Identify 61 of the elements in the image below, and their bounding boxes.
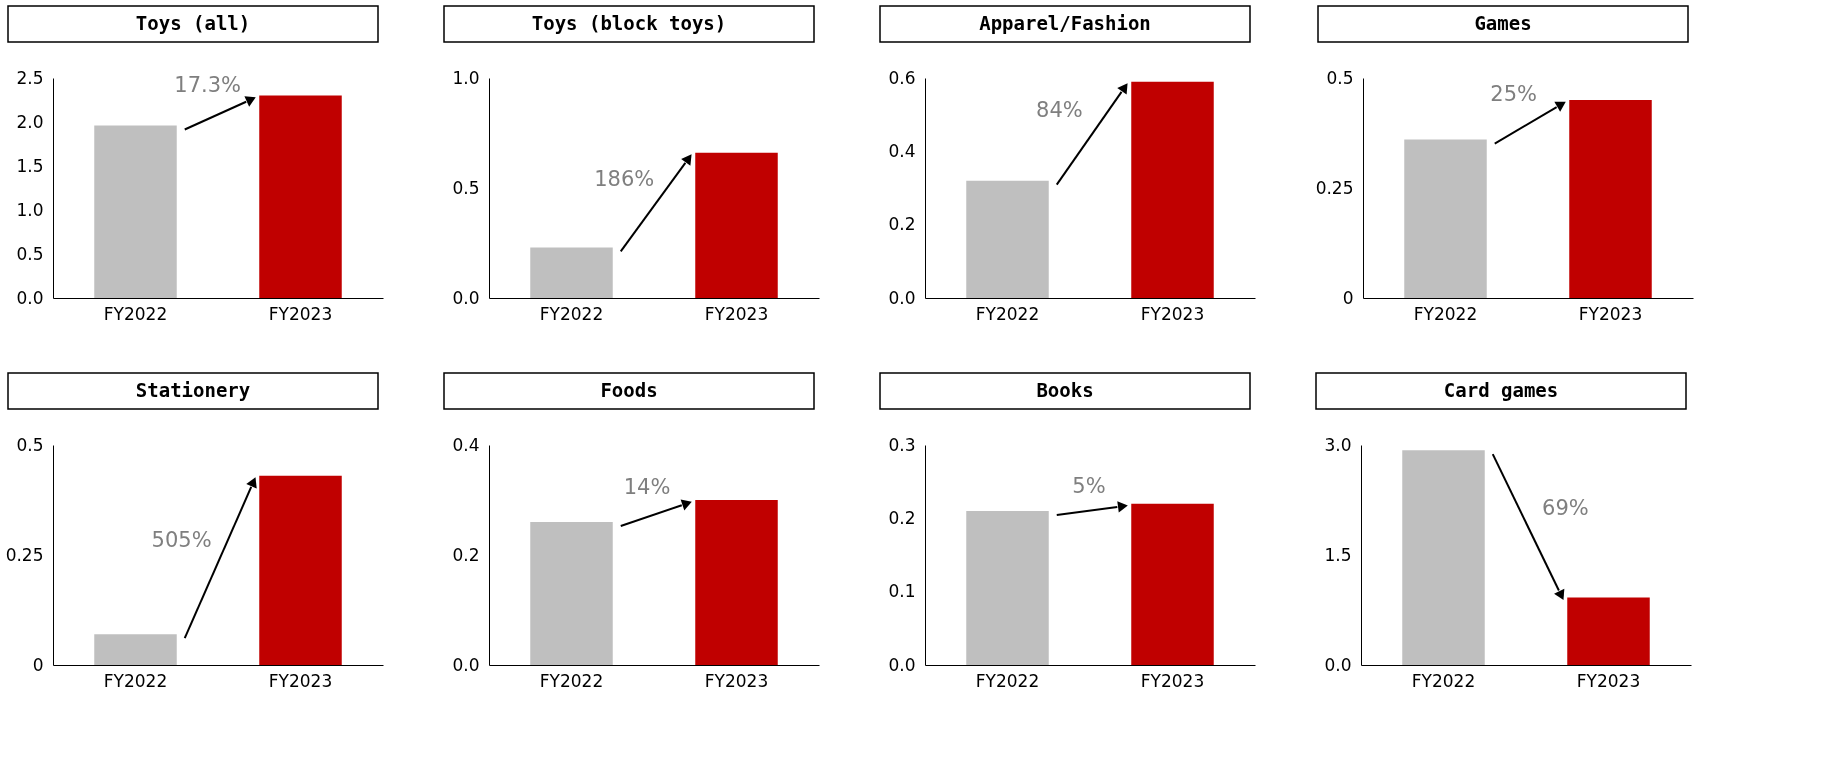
y-tick-label: 0.0 (1324, 654, 1352, 675)
y-tick-label: 0 (32, 654, 44, 675)
y-tick-label: 1.0 (452, 67, 480, 88)
y-tick-label: 2.5 (16, 67, 44, 88)
annotation: 25% (1490, 82, 1537, 107)
y-tick-label: 0.0 (452, 287, 480, 308)
chart-title: Games (1474, 12, 1532, 34)
chart-title: Apparel/Fashion (979, 12, 1151, 34)
annotation: 505% (151, 528, 212, 553)
y-tick-label: 0.0 (888, 287, 916, 308)
annotation: 17.3% (174, 73, 242, 98)
y-tick-label: 0.25 (1315, 177, 1354, 198)
x-tick-label: FY2023 (268, 670, 333, 691)
x-tick-label: FY2022 (1413, 303, 1478, 324)
annotation: 5% (1072, 474, 1106, 499)
y-tick-label: 0.3 (888, 434, 916, 455)
y-tick-label: 1.5 (1324, 544, 1352, 565)
y-tick-label: 0.5 (16, 243, 44, 264)
chart-title: Toys (all) (135, 12, 251, 34)
y-tick-label: 0.5 (16, 434, 44, 455)
x-tick-label: FY2022 (103, 303, 168, 324)
y-tick-label: 0.0 (16, 287, 44, 308)
chart-title: Stationery (135, 379, 251, 401)
x-tick-label: FY2023 (1578, 303, 1643, 324)
chart-title: Books (1036, 379, 1094, 401)
x-tick-label: FY2022 (975, 303, 1040, 324)
x-tick-label: FY2022 (975, 670, 1040, 691)
x-tick-label: FY2022 (1411, 670, 1476, 691)
y-tick-label: 0.0 (452, 654, 480, 675)
x-tick-label: FY2023 (704, 303, 769, 324)
y-tick-label: 0.6 (888, 67, 916, 88)
annotation: 186% (594, 166, 655, 191)
x-tick-label: FY2023 (704, 670, 769, 691)
y-tick-label: 0.2 (888, 214, 916, 235)
y-tick-label: 0 (1342, 287, 1354, 308)
y-tick-label: 0.2 (452, 544, 480, 565)
annotation: 84% (1036, 98, 1083, 123)
chart-title: Toys (block toys) (531, 12, 727, 34)
x-tick-label: FY2023 (268, 303, 333, 324)
chart-title: Card games (1443, 379, 1559, 401)
x-tick-label: FY2022 (539, 670, 604, 691)
y-tick-label: 0.5 (1326, 67, 1354, 88)
y-tick-label: 1.5 (16, 155, 44, 176)
y-tick-label: 0.4 (888, 140, 916, 161)
y-tick-label: 2.0 (16, 111, 44, 132)
y-tick-label: 0.2 (888, 507, 916, 528)
y-tick-label: 1.0 (16, 199, 44, 220)
y-tick-label: 0.0 (888, 654, 916, 675)
y-tick-label: 0.1 (888, 581, 916, 602)
annotation: 69% (1542, 495, 1589, 520)
x-tick-label: FY2022 (539, 303, 604, 324)
annotation: 14% (623, 474, 671, 499)
x-tick-label: FY2023 (1140, 670, 1205, 691)
y-tick-label: 0.4 (452, 434, 480, 455)
y-tick-label: 0.5 (452, 177, 480, 198)
chart-title: Foods (600, 379, 658, 401)
y-tick-label: 0.25 (5, 544, 44, 565)
y-tick-label: 3.0 (1324, 434, 1352, 455)
x-tick-label: FY2023 (1140, 303, 1205, 324)
x-tick-label: FY2022 (103, 670, 168, 691)
x-tick-label: FY2023 (1576, 670, 1641, 691)
